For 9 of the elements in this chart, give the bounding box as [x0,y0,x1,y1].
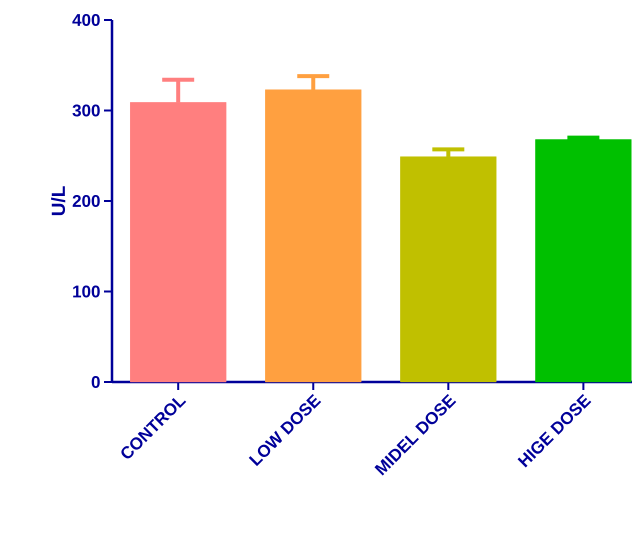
bar [265,89,362,382]
bar [535,139,632,382]
y-tick-label: 200 [72,194,100,208]
y-tick-label: 300 [72,104,100,117]
y-tick-label: 100 [73,285,100,298]
bar [400,156,496,382]
y-tick-label: 400 [72,14,100,26]
y-axis-title: U/L [51,186,66,216]
y-tick-label: 0 [92,376,100,388]
